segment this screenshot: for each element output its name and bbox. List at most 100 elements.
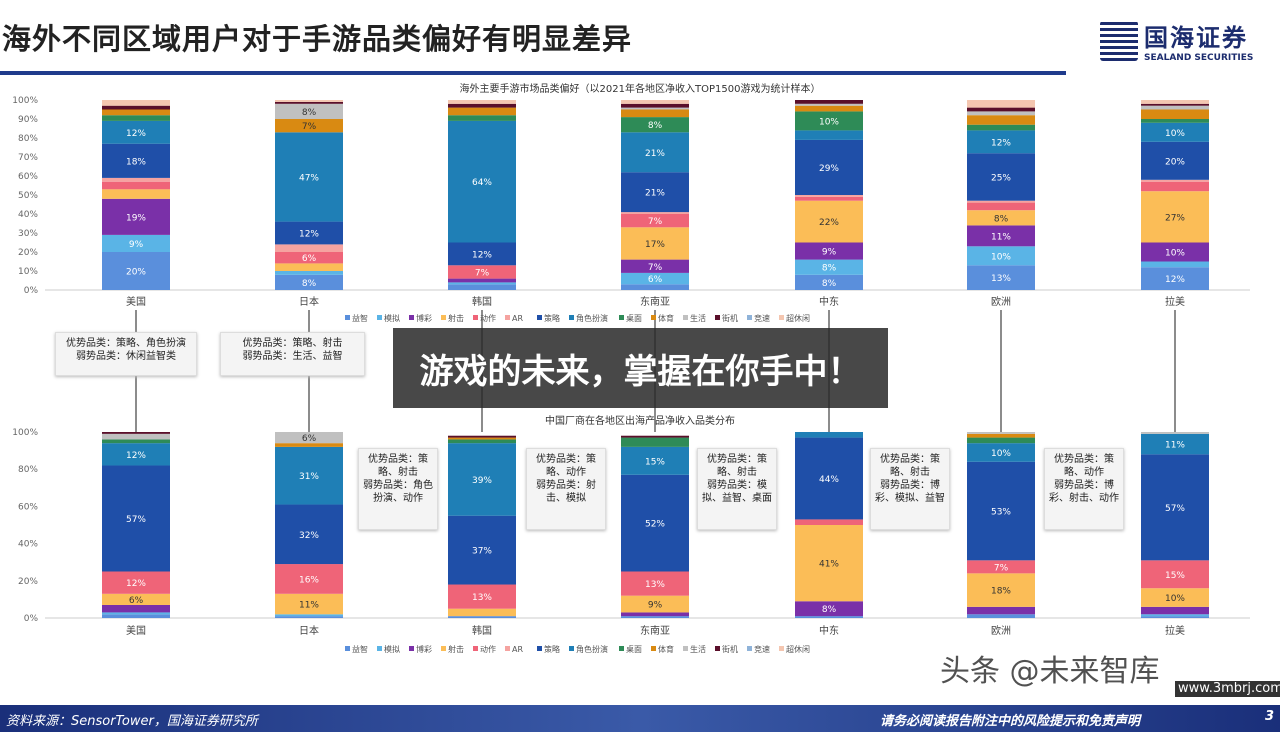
x-tick-label: 东南亚 [640, 624, 670, 637]
bar-segment-AR [621, 212, 689, 214]
bar-segment-益智 [275, 274, 343, 290]
data-label: 21% [645, 149, 665, 159]
overlay-banner: 游戏的未来，掌握在你手中！ [393, 328, 888, 408]
data-label: 8% [648, 121, 663, 131]
bar-segment-街机 [621, 435, 689, 438]
data-label: 31% [299, 472, 319, 482]
data-label: 12% [126, 579, 146, 589]
bar-segment-体育 [275, 119, 343, 133]
bar-segment-角色扮演 [795, 130, 863, 140]
company-logo: 国海证券 SEALAND SECURITIES [1100, 18, 1253, 63]
data-label: 9% [648, 601, 663, 611]
bar-segment-射击 [967, 210, 1035, 226]
data-label: 18% [126, 157, 146, 167]
data-label: 13% [645, 580, 665, 590]
y-tick-label: 70% [18, 153, 38, 163]
bar-segment-策略 [967, 461, 1035, 561]
legend-label: 桌面 [626, 313, 642, 323]
logo-name-en: SEALAND SECURITIES [1144, 53, 1254, 63]
bar-segment-益智 [967, 265, 1035, 290]
bar-segment-博彩 [967, 606, 1035, 615]
legend-swatch [505, 646, 510, 651]
title-divider [0, 71, 1066, 75]
y-tick-label: 100% [12, 96, 38, 106]
bar-segment-益智 [795, 616, 863, 618]
legend-swatch [409, 646, 414, 651]
data-label: 10% [1165, 129, 1185, 139]
data-label: 7% [302, 122, 317, 132]
legend-label: 策略 [544, 644, 560, 654]
bar-segment-模拟 [1141, 614, 1209, 617]
bar-segment-动作 [795, 519, 863, 525]
data-label: 12% [126, 451, 146, 461]
bar-segment-动作 [275, 252, 343, 264]
callout-us: 优势品类：策略、角色扮演 弱势品类：休闲益智类 [55, 332, 197, 376]
x-tick-label: 韩国 [472, 295, 492, 308]
legend-label: 射击 [448, 313, 464, 323]
legend-label: 生活 [690, 644, 706, 654]
data-label: 10% [991, 449, 1011, 459]
x-tick-label: 东南亚 [640, 295, 670, 308]
legend-label: 体育 [658, 644, 674, 654]
bar-segment-博彩 [102, 604, 170, 613]
legend-swatch [747, 315, 752, 320]
data-label: 7% [648, 263, 663, 273]
legend-swatch [377, 646, 382, 651]
bar-segment-生活 [102, 433, 170, 440]
callout-japan: 优势品类：策略、射击 弱势品类：生活、益智 [220, 332, 365, 376]
x-tick-label: 日本 [299, 295, 319, 308]
bar-segment-博彩 [795, 242, 863, 260]
legend-swatch [537, 315, 542, 320]
bar-segment-街机 [967, 107, 1035, 112]
data-label: 29% [819, 164, 839, 174]
bar-segment-益智 [448, 284, 516, 290]
legend-swatch [683, 646, 688, 651]
bar-segment-动作 [621, 571, 689, 596]
x-tick-label: 中东 [819, 295, 839, 308]
x-tick-label: 欧洲 [991, 625, 1011, 637]
bar-segment-街机 [448, 435, 516, 438]
bar-segment-桌面 [795, 111, 863, 131]
bar-segment-博彩 [448, 278, 516, 283]
legend-label: 超休闲 [786, 644, 810, 654]
bar-segment-模拟 [275, 271, 343, 275]
bar-segment-桌面 [448, 439, 516, 444]
data-label: 6% [129, 596, 144, 606]
bar-segment-桌面 [621, 437, 689, 447]
bar-segment-策略 [1141, 454, 1209, 561]
disclaimer: 请务必阅读报告附注中的风险提示和免责声明 [880, 714, 1141, 729]
bar-segment-益智 [1141, 267, 1209, 290]
data-label: 16% [299, 575, 319, 585]
bar-segment-体育 [967, 433, 1035, 438]
legend-swatch [441, 315, 446, 320]
bar-segment-策略 [102, 465, 170, 572]
legend-label: 桌面 [626, 644, 642, 654]
bar-segment-生活 [275, 432, 343, 444]
data-label: 20% [1165, 157, 1185, 167]
data-label: 27% [1165, 213, 1185, 223]
legend-swatch [569, 646, 574, 651]
data-label: 6% [648, 275, 663, 285]
data-label: 6% [302, 254, 317, 264]
bar-segment-超休闲 [275, 100, 343, 102]
bar-segment-益智 [621, 616, 689, 618]
bar-segment-角色扮演 [621, 446, 689, 475]
data-label: 11% [299, 601, 319, 611]
legend-swatch [747, 646, 752, 651]
bar-segment-动作 [102, 181, 170, 190]
bar-segment-策略 [795, 437, 863, 520]
data-label: 8% [302, 108, 317, 118]
legend-label: 体育 [658, 313, 674, 323]
bar-segment-角色扮演 [967, 130, 1035, 154]
data-label: 15% [645, 457, 665, 467]
callout-europe: 优势品类：策略、射击 弱势品类：博彩、模拟、益智 [870, 448, 950, 530]
legend-swatch [345, 315, 350, 320]
bar-segment-街机 [795, 100, 863, 104]
bar-segment-射击 [448, 608, 516, 617]
legend-label: 角色扮演 [576, 313, 608, 323]
bar-segment-超休闲 [621, 100, 689, 104]
bar-segment-射击 [102, 593, 170, 605]
data-label: 6% [302, 434, 317, 444]
callout-korea: 优势品类：策略、射击 弱势品类：角色扮演、动作 [358, 448, 438, 530]
data-label: 52% [645, 520, 665, 530]
